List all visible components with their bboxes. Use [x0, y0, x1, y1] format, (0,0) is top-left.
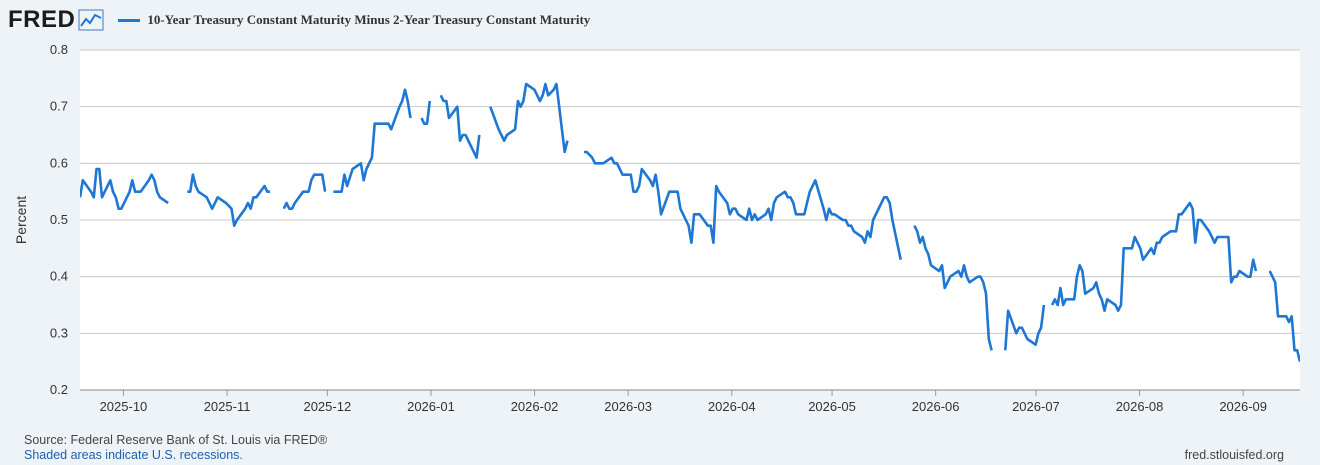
- series-line-segment: [489, 82, 569, 154]
- x-tick-label: 2026-01: [407, 399, 455, 414]
- series-line-segment: [1004, 304, 1046, 351]
- chart-header: FRED 10-Year Treasury Constant Maturity …: [8, 6, 590, 34]
- series-line-segment: [913, 225, 993, 351]
- source-note: Source: Federal Reserve Bank of St. Loui…: [24, 433, 328, 447]
- y-tick-label: 0.6: [50, 155, 68, 170]
- x-tick-label: 2026-09: [1219, 399, 1267, 414]
- y-tick-label: 0.7: [50, 99, 68, 114]
- y-tick-label: 0.4: [50, 269, 68, 284]
- y-tick-label: 0.8: [50, 42, 68, 57]
- y-axis-label: Percent: [13, 196, 29, 244]
- x-tick-label: 2026-07: [1012, 399, 1060, 414]
- series-line-segment: [1268, 270, 1300, 363]
- legend-series-title: 10-Year Treasury Constant Maturity Minus…: [147, 12, 591, 27]
- x-tick-label: 2026-04: [708, 399, 756, 414]
- x-tick-label: 2026-08: [1116, 399, 1164, 414]
- y-tick-label: 0.5: [50, 212, 68, 227]
- y-axis-ticks: 0.2 0.3 0.4 0.5 0.6 0.7 0.8: [50, 42, 68, 397]
- site-link[interactable]: fred.stlouisfed.org: [1184, 448, 1284, 462]
- x-tick-label: 2026-03: [604, 399, 652, 414]
- y-tick-label: 0.2: [50, 382, 68, 397]
- recession-note[interactable]: Shaded areas indicate U.S. recessions.: [24, 448, 243, 462]
- series-line-segment: [439, 94, 481, 159]
- line-chart-icon: [78, 9, 104, 31]
- series-line-segment: [333, 88, 412, 193]
- series-line-segment: [282, 173, 327, 210]
- series-line-segment: [420, 100, 432, 125]
- legend-swatch: [118, 18, 141, 22]
- x-tick-label: 2026-05: [808, 399, 856, 414]
- series-line-segment: [80, 167, 169, 210]
- x-axis-ticks: 2025-10 2025-11 2025-12 2026-01 2026-02 2026-…: [80, 389, 1300, 414]
- data-series: [80, 82, 1300, 363]
- y-tick-label: 0.3: [50, 325, 68, 340]
- fred-logo[interactable]: FRED: [8, 6, 76, 33]
- series-line-segment: [187, 173, 270, 227]
- series-line-segment: [584, 150, 902, 260]
- x-tick-label: 2026-02: [511, 399, 559, 414]
- x-tick-label: 2025-11: [204, 399, 251, 414]
- x-tick-label: 2026-06: [912, 399, 960, 414]
- x-tick-label: 2025-12: [303, 399, 351, 414]
- series-line-segment: [1050, 201, 1258, 313]
- x-tick-label: 2025-10: [100, 399, 148, 414]
